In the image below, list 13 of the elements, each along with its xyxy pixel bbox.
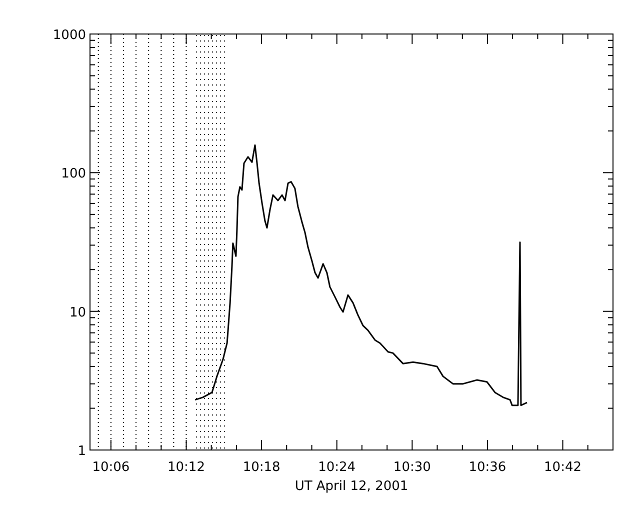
x-tick-label: 10:42: [544, 460, 582, 475]
y-tick-label: 1000: [52, 28, 86, 43]
x-tick-label: 10:06: [92, 460, 130, 475]
y-tick-label: 100: [61, 166, 86, 182]
x-axis-title: UT April 12, 2001: [294, 479, 408, 494]
x-tick-label: 10:18: [242, 460, 280, 475]
y-tick-label: 10: [69, 305, 86, 320]
x-tick-label: 10:30: [393, 460, 431, 475]
x-tick-label: 10:24: [318, 460, 356, 475]
y-tick-label: 1: [78, 444, 86, 459]
x-tick-label: 10:36: [468, 460, 506, 475]
line-series: [194, 144, 528, 406]
x-tick-label: 10:12: [168, 460, 205, 475]
